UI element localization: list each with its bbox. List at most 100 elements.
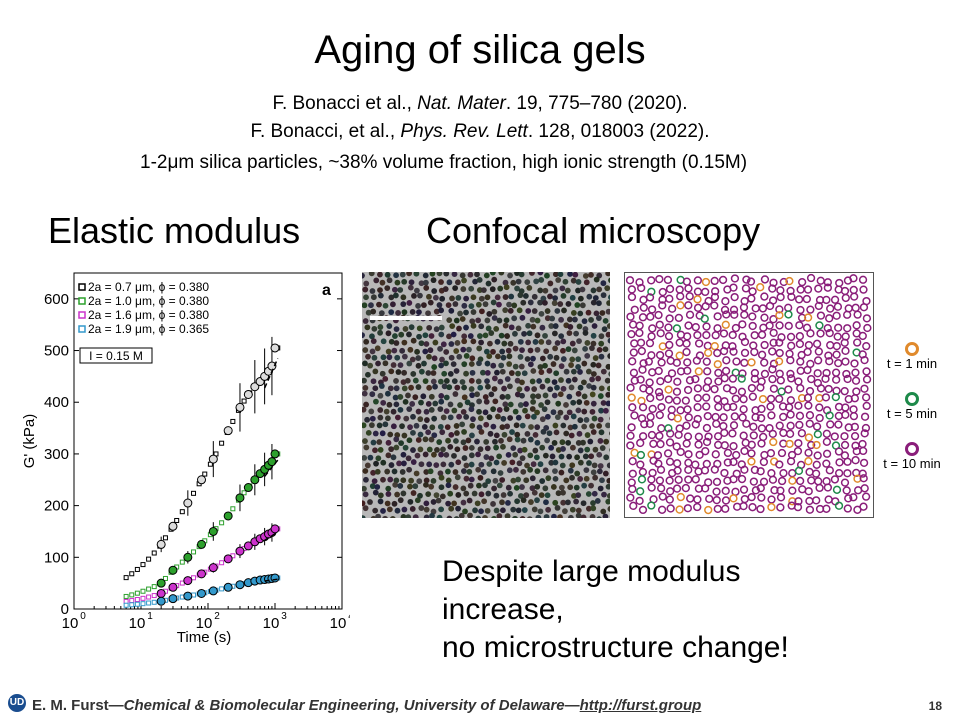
particle-dot <box>418 340 425 347</box>
particle-dot <box>477 446 484 453</box>
particle-ring <box>647 305 657 314</box>
particle-ring <box>825 357 834 366</box>
particle-dot <box>606 323 610 329</box>
particle-dot <box>552 272 559 278</box>
particle-dot <box>391 347 398 354</box>
particle-dot <box>579 302 586 309</box>
particle-dot <box>490 362 497 369</box>
particle-dot <box>577 417 584 424</box>
particle-ring <box>742 419 751 428</box>
data-point <box>183 552 193 562</box>
particle-dot <box>469 355 476 362</box>
particle-dot <box>399 347 406 354</box>
particle-ring <box>684 465 693 475</box>
particle-ring <box>701 302 710 311</box>
particle-dot <box>362 491 369 498</box>
footer-link[interactable]: http://furst.group <box>579 697 702 714</box>
particle-dot <box>529 316 536 323</box>
particle-dot <box>487 340 493 347</box>
particle-dot <box>474 391 481 398</box>
particle-dot <box>577 384 584 391</box>
particle-dot <box>362 438 368 444</box>
particle-dot <box>554 505 561 511</box>
particle-dot <box>400 294 407 301</box>
particle-dot <box>537 287 544 294</box>
particle-dot <box>507 272 513 279</box>
particle-dot <box>544 315 551 322</box>
particle-ring <box>840 338 849 347</box>
particle-dot <box>531 413 537 420</box>
particle-ring <box>844 494 853 503</box>
particle-dot <box>580 439 586 446</box>
particle-ring <box>860 484 869 493</box>
particle-dot <box>544 308 551 314</box>
data-square <box>179 559 185 565</box>
particle-ring <box>851 456 860 465</box>
particle-dot <box>590 287 597 294</box>
particle-dot <box>468 361 475 367</box>
particle-dot <box>428 333 435 339</box>
particle-dot <box>372 489 379 496</box>
particle-dot <box>495 353 501 360</box>
particle-dot <box>440 341 447 348</box>
particle-dot <box>590 361 597 368</box>
particle-dot <box>565 301 572 307</box>
particle-dot <box>515 507 522 514</box>
particle-ring <box>713 360 722 369</box>
particle-ring <box>712 477 722 487</box>
particle-ring <box>664 424 673 433</box>
particle-ring <box>796 357 805 366</box>
particle-dot <box>375 455 382 462</box>
particle-dot <box>576 430 583 437</box>
data-point <box>250 382 260 392</box>
particle-dot <box>415 408 422 415</box>
particle-dot <box>581 393 588 400</box>
particle-ring <box>823 283 832 292</box>
particle-dot <box>514 272 520 277</box>
particle-dot <box>450 361 457 368</box>
particle-dot <box>452 301 459 307</box>
heading-elastic-modulus: Elastic modulus <box>48 210 301 251</box>
particle-dot <box>579 286 586 293</box>
particle-dot <box>454 279 461 286</box>
particle-ring <box>805 505 815 514</box>
particle-ring <box>824 384 833 394</box>
particle-dot <box>448 354 455 361</box>
particle-dot <box>552 499 559 506</box>
y-tick-label: 400 <box>44 394 69 411</box>
particle-dot <box>452 285 459 292</box>
particle-dot <box>542 392 549 399</box>
particle-dot <box>494 369 500 376</box>
particle-dot <box>538 310 545 317</box>
particle-dot <box>605 308 610 315</box>
particle-ring <box>822 295 831 305</box>
particle-dot <box>560 385 567 392</box>
particle-dot <box>566 316 573 323</box>
particle-dot <box>570 399 577 406</box>
particle-ring <box>665 438 675 447</box>
particle-ring <box>701 277 711 287</box>
particle-dot <box>451 378 458 385</box>
particle-ring <box>693 276 703 285</box>
particle-dot <box>569 462 576 469</box>
particle-dot <box>460 409 467 415</box>
particle-dot <box>598 353 605 360</box>
particle-dot <box>542 485 549 492</box>
particle-ring <box>776 493 786 502</box>
particle-ring <box>627 423 636 432</box>
particle-dot <box>476 287 483 293</box>
particle-dot <box>585 309 592 316</box>
particle-ring <box>786 410 795 419</box>
particle-ring <box>859 458 869 468</box>
particle-dot <box>545 475 552 482</box>
particle-dot <box>492 477 499 484</box>
particle-dot <box>451 452 457 459</box>
particle-ring <box>691 475 700 484</box>
particle-dot <box>531 293 538 300</box>
x-tick-label: 10 <box>129 615 146 632</box>
particle-ring <box>648 324 657 333</box>
particle-dot <box>380 508 386 514</box>
particle-dot <box>492 398 499 405</box>
particle-ring <box>657 402 666 412</box>
particle-ring <box>684 284 693 293</box>
